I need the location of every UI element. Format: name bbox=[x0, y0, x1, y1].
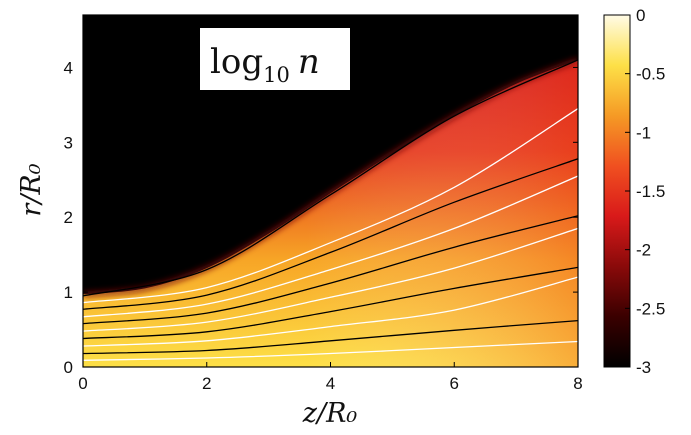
x-axis-label: z/R₀ bbox=[302, 398, 358, 429]
y-axis-ticks: 0 1 2 3 4 bbox=[64, 58, 578, 377]
density-boundary-glow bbox=[83, 57, 578, 298]
title-log: log bbox=[210, 42, 263, 82]
colorbar-tick-label: -3 bbox=[636, 358, 651, 377]
colorbar-tick-label: -1.5 bbox=[636, 182, 665, 201]
y-tick-label: 2 bbox=[64, 208, 73, 227]
title-subscript: 10 bbox=[263, 63, 290, 87]
flux-line-black bbox=[83, 215, 578, 325]
flux-line-black bbox=[83, 59, 578, 297]
y-axis-label: r/R₀ bbox=[16, 163, 47, 216]
flux-line-white bbox=[83, 227, 578, 332]
colorbar-ticks: 0 -0.5 -1 -1.5 -2 -2.5 -3 bbox=[625, 6, 665, 377]
colorbar-tick-label: -2.5 bbox=[636, 299, 665, 318]
x-tick-label: 2 bbox=[202, 374, 211, 393]
colorbar-tick-label: 0 bbox=[636, 6, 645, 25]
x-axis-ticks: 0 2 4 6 8 bbox=[78, 15, 583, 393]
flux-line-black bbox=[83, 158, 578, 310]
flux-line-black bbox=[83, 266, 578, 340]
x-tick-label: 4 bbox=[326, 374, 335, 393]
x-tick-label: 8 bbox=[573, 374, 582, 393]
chart-title: log10 n bbox=[210, 42, 320, 87]
y-tick-label: 3 bbox=[64, 133, 73, 152]
colorbar-tick-label: -1 bbox=[636, 123, 651, 142]
flux-line-black bbox=[83, 319, 578, 355]
flux-line-white bbox=[83, 108, 578, 304]
x-tick-label: 6 bbox=[450, 374, 459, 393]
colorbar-tick-label: -0.5 bbox=[636, 65, 665, 84]
flux-lines-black bbox=[83, 59, 578, 355]
colorbar-tick-label: -2 bbox=[636, 241, 651, 260]
flux-line-white bbox=[83, 175, 578, 318]
colorbar: 0 -0.5 -1 -1.5 -2 -2.5 -3 bbox=[603, 6, 665, 377]
y-tick-label: 4 bbox=[64, 58, 73, 77]
flux-line-white bbox=[83, 276, 578, 347]
flux-line-white bbox=[83, 340, 578, 361]
title-box-background bbox=[200, 28, 350, 90]
flux-lines-white bbox=[83, 108, 578, 361]
y-tick-label: 0 bbox=[64, 358, 73, 377]
y-tick-label: 1 bbox=[64, 283, 73, 302]
title-box: log10 n bbox=[200, 28, 350, 90]
density-axial-shade bbox=[83, 59, 578, 367]
title-variable: n bbox=[298, 42, 320, 82]
x-tick-label: 0 bbox=[78, 374, 87, 393]
